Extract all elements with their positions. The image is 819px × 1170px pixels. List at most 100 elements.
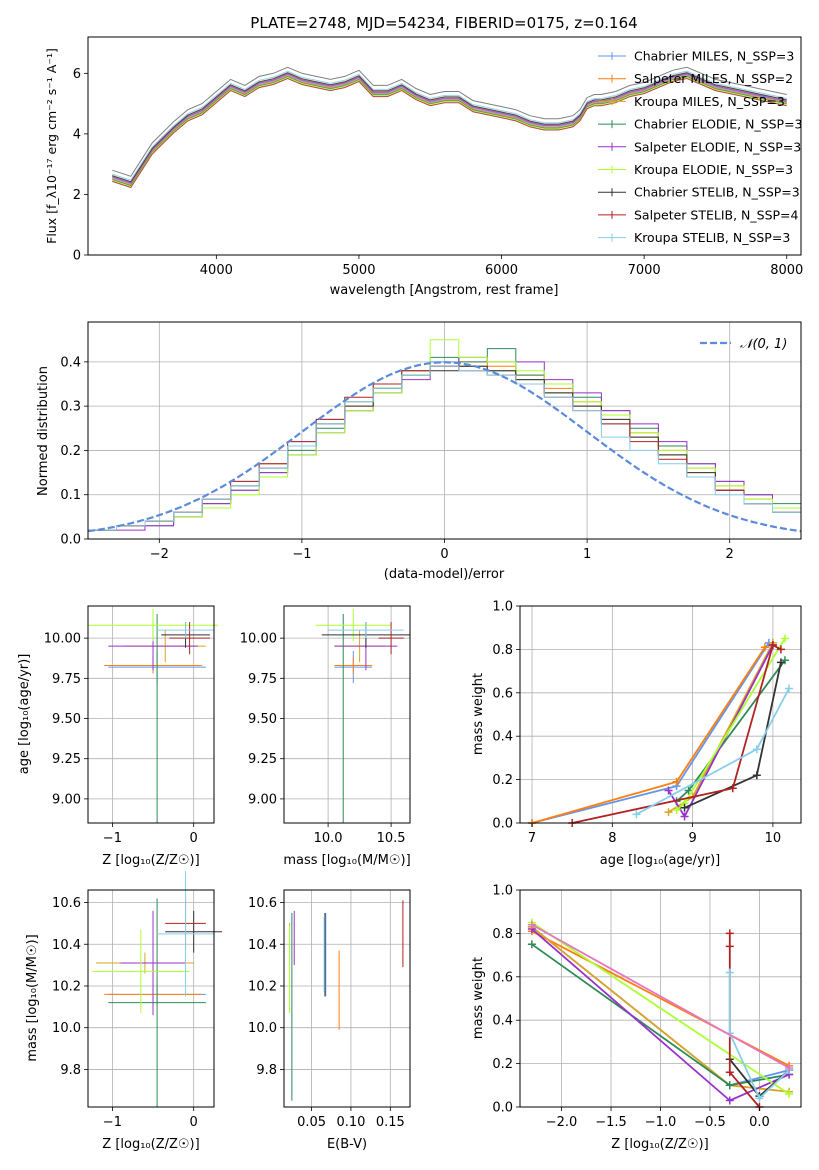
y-tick-label: 10.0 xyxy=(52,1021,81,1036)
y-tick-label: 10.00 xyxy=(240,632,277,647)
mass-weight-marker xyxy=(672,805,681,814)
mass-vs-extinction-xlabel: E(B-V) xyxy=(327,1137,367,1152)
x-tick-label: −1 xyxy=(292,547,311,562)
residual-histogram-step xyxy=(87,365,801,539)
x-tick-label: −0.5 xyxy=(694,1115,726,1130)
y-tick-label: 10.6 xyxy=(248,896,277,911)
mass-weight-marker xyxy=(725,968,734,977)
y-tick-label: 9.50 xyxy=(248,712,277,727)
age-vs-mass-panel: 10.0 10.5 9.00 9.25 9.50 9.75 10.00 mass [log₁… xyxy=(240,605,411,868)
y-tick-label: 0.4 xyxy=(60,355,81,370)
y-tick-label: 9.8 xyxy=(60,1063,81,1078)
mass-weight-marker xyxy=(725,942,734,951)
error-bar-point xyxy=(378,622,404,655)
x-tick-label: −1 xyxy=(103,1115,122,1130)
spectrum-legend: Chabrier MILES, N_SSP=3 Salpeter MILES, N… xyxy=(598,49,803,245)
weight-vs-age-xlabel: age [log₁₀(age/yr)] xyxy=(600,853,721,868)
age-vs-mass-xlabel: mass [log₁₀(M/M☉)] xyxy=(283,853,410,868)
y-tick-label: 9.8 xyxy=(256,1063,277,1078)
spectrum-title: PLATE=2748, MJD=54234, FIBERID=0175, z=0… xyxy=(250,14,637,32)
y-tick-label: 9.75 xyxy=(52,672,81,687)
error-bar-point xyxy=(92,929,190,1014)
mass-weight-marker xyxy=(632,810,641,819)
x-tick-label: 0 xyxy=(190,1115,198,1130)
legend-label: Kroupa STELIB, N_SSP=3 xyxy=(634,230,790,245)
x-tick-label: 0 xyxy=(190,831,198,846)
age-vs-metallicity-xlabel: Z [log₁₀(Z/Z☉)] xyxy=(102,853,199,868)
y-tick-label: 0.6 xyxy=(492,686,513,701)
x-tick-label: 0.0 xyxy=(749,1115,770,1130)
x-tick-label: 1 xyxy=(583,547,591,562)
residuals-panel: −2 −1 0 1 2 0.0 0.1 0.2 0.3 0.4 (data-model)/erro… xyxy=(36,321,802,582)
x-tick-label: −1.0 xyxy=(645,1115,677,1130)
y-tick-label: 9.75 xyxy=(248,672,277,687)
mass-weight-marker xyxy=(728,784,737,793)
mass-weight-marker xyxy=(725,1096,734,1105)
model-spectrum-line xyxy=(112,77,787,189)
mass-weight-marker xyxy=(664,808,673,817)
legend-label: Salpeter MILES, N_SSP=2 xyxy=(634,71,793,86)
error-bar-point xyxy=(315,609,392,642)
mass-weight-marker xyxy=(755,1094,764,1103)
y-tick-label: 9.25 xyxy=(52,752,81,767)
y-tick-label: 9.00 xyxy=(52,792,81,807)
legend-label: Salpeter ELODIE, N_SSP=3 xyxy=(634,139,801,154)
mass-vs-metallicity-panel: −1 0 9.8 10.0 10.2 10.4 10.6 Z [log₁₀(Z/Z☉)] m… xyxy=(25,871,223,1152)
mass-vs-extinction-frame xyxy=(283,889,411,1108)
data-spectrum-line xyxy=(112,66,787,177)
mass-weight-marker xyxy=(527,920,536,929)
y-tick-label: 10.2 xyxy=(248,979,277,994)
mass-weight-marker xyxy=(780,634,789,643)
y-tick-label: 0.4 xyxy=(492,730,513,745)
age-vs-metallicity-panel: −1 0 9.00 9.25 9.50 9.75 10.00 Z [log₁₀(Z/Z☉)]… xyxy=(17,605,219,868)
error-bar-point xyxy=(157,622,214,639)
mass-weight-marker xyxy=(672,777,681,786)
mass-weight-marker xyxy=(752,745,761,754)
legend-label: Kroupa ELODIE, N_SSP=3 xyxy=(634,162,793,177)
legend-label: Chabrier MILES, N_SSP=3 xyxy=(634,49,794,64)
y-tick-label: 0.8 xyxy=(492,927,513,942)
y-tick-label: 6 xyxy=(73,67,81,82)
model-spectrum-line xyxy=(112,77,787,188)
normal-legend-label: 𝒩(0, 1) xyxy=(740,337,787,352)
x-tick-label: 4000 xyxy=(200,263,233,278)
mass-weight-marker xyxy=(752,771,761,780)
weight-vs-age-panel: 7 8 9 10 0.0 0.2 0.4 0.6 0.8 1.0 age [log₁₀(age/y… xyxy=(471,600,802,868)
legend-label: Chabrier ELODIE, N_SSP=3 xyxy=(634,117,803,132)
y-tick-label: 10.00 xyxy=(44,632,81,647)
legend-label: Salpeter STELIB, N_SSP=4 xyxy=(634,207,799,222)
model-spectrum-line xyxy=(112,75,787,186)
error-bar-point xyxy=(88,609,219,642)
mass-weight-line xyxy=(728,972,790,1100)
x-tick-label: 10.5 xyxy=(377,831,406,846)
mass-weight-marker xyxy=(725,1081,734,1090)
x-tick-label: −1.5 xyxy=(595,1115,627,1130)
mass-weight-marker xyxy=(760,643,769,652)
weight-vs-metallicity-panel: −2.0 −1.5 −1.0 −0.5 0.0 0.0 0.2 0.4 0.6 0.8 1.0 Z … xyxy=(471,884,802,1152)
x-tick-label: 8 xyxy=(608,831,616,846)
weight-vs-age-ylabel: mass weight xyxy=(471,673,486,755)
y-tick-label: 9.25 xyxy=(248,752,277,767)
mass-vs-metallicity-ylabel: mass [log₁₀(M/M☉)] xyxy=(25,934,40,1061)
y-tick-label: 9.50 xyxy=(52,712,81,727)
mass-vs-metallicity-frame xyxy=(87,889,215,1108)
mass-weight-marker xyxy=(785,1063,794,1072)
mass-weight-marker xyxy=(776,658,785,667)
legend-label: Chabrier STELIB, N_SSP=3 xyxy=(634,185,800,200)
y-tick-label: 1.0 xyxy=(492,884,513,899)
mass-weight-line xyxy=(531,923,790,1069)
mass-vs-extinction-panel: 0.05 0.10 0.15 9.8 10.0 10.2 10.4 10.6 E(B-V) xyxy=(248,889,411,1152)
y-tick-label: 10.2 xyxy=(52,979,81,994)
mass-weight-marker xyxy=(780,656,789,665)
model-spectrum-line xyxy=(112,74,787,185)
mass-weight-marker xyxy=(664,786,673,795)
mass-vs-metallicity-xlabel: Z [log₁₀(Z/Z☉)] xyxy=(102,1137,199,1152)
x-tick-label: 5000 xyxy=(342,263,375,278)
x-tick-label: 0.10 xyxy=(336,1115,365,1130)
age-vs-metallicity-frame xyxy=(87,605,215,824)
model-spectrum-line xyxy=(112,70,787,181)
y-tick-label: 0.3 xyxy=(60,400,81,415)
y-tick-label: 0.1 xyxy=(60,488,81,503)
x-tick-label: −1 xyxy=(103,831,122,846)
mass-weight-marker xyxy=(680,812,689,821)
